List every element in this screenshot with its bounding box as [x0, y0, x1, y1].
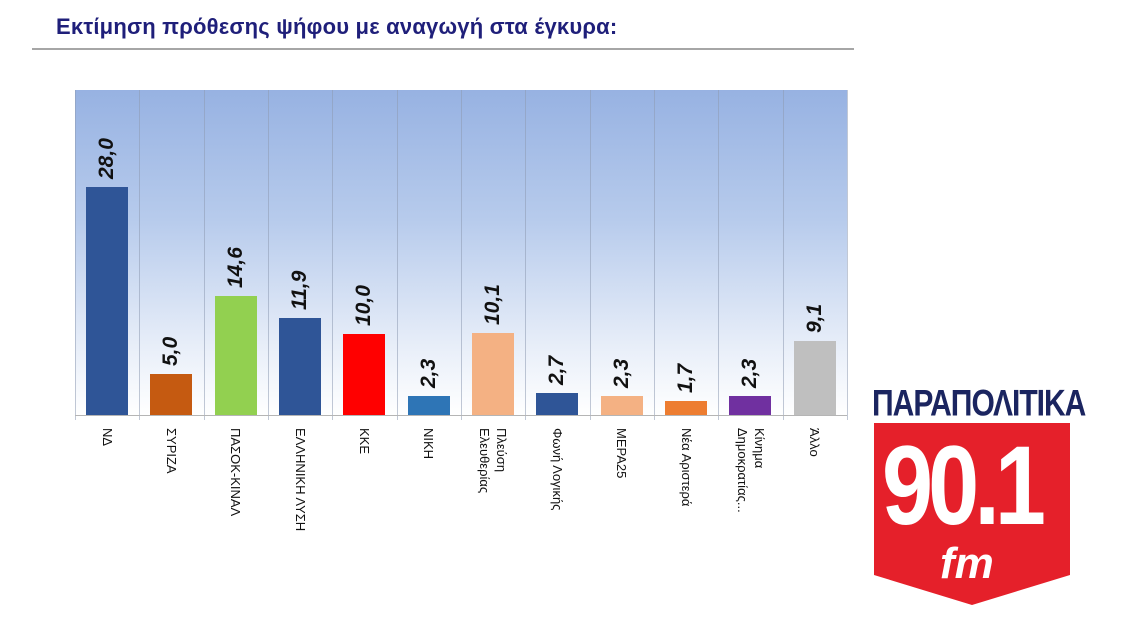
- bar-column: 10,0: [332, 90, 396, 415]
- grid-separator: [268, 90, 269, 420]
- bar: [729, 396, 772, 415]
- category-label: ΝΔ: [99, 428, 115, 447]
- bar: [665, 401, 707, 415]
- value-label: 28,0: [95, 138, 119, 180]
- bar-column: 2,3: [590, 90, 654, 415]
- bar-column: 1,7: [654, 90, 718, 415]
- bar: [343, 333, 386, 415]
- parapolitika-logo: ΠΑΡΑΠΟΛΙΤΙΚΑ 90.1 fm: [868, 383, 1086, 609]
- grid-separator: [782, 90, 784, 420]
- category-label: ΜΕΡΑ25: [614, 428, 630, 479]
- grid-separator: [75, 90, 76, 420]
- bar: [150, 374, 193, 415]
- category-label: Άλλο: [807, 428, 823, 457]
- category-label: ΝΙΚΗ: [421, 428, 437, 460]
- category-label: ΕΛΛΗΝΙΚΗ ΛΥΣΗ: [292, 428, 308, 532]
- value-label: 5,0: [159, 337, 183, 367]
- bar: [793, 340, 836, 415]
- grid-separator: [461, 90, 462, 420]
- category-label: ΣΥΡΙΖΑ: [164, 428, 179, 474]
- bar-column: 10,1: [461, 90, 525, 415]
- value-label: 10,1: [481, 283, 505, 325]
- category-label: Φωνή Λογικής: [550, 428, 565, 511]
- logo-frequency: 90.1: [882, 423, 1046, 548]
- chart-title: Εκτίμηση πρόθεσης ψήφου με αναγωγή στα έ…: [56, 14, 618, 39]
- bar-column: 28,0: [75, 90, 139, 415]
- logo-band: fm: [940, 539, 994, 588]
- bar: [214, 296, 257, 415]
- value-label: 9,1: [802, 303, 826, 333]
- title-divider: [32, 48, 854, 50]
- bar: [600, 396, 643, 415]
- bar: [279, 318, 321, 415]
- category-label: Κίνημα Δημοκρατίας...: [734, 428, 767, 513]
- bar: [86, 187, 128, 415]
- value-label: 1,7: [674, 363, 698, 394]
- logo-badge-shape: [874, 423, 1070, 605]
- value-label: 2,7: [545, 355, 569, 386]
- logo-wordmark: ΠΑΡΑΠΟΛΙΤΙΚΑ: [872, 383, 1086, 425]
- grid-separator: [525, 90, 527, 420]
- bar: [536, 393, 579, 415]
- x-axis-line: [75, 415, 847, 416]
- grid-separator: [654, 90, 655, 420]
- bar-column: 5,0: [139, 90, 203, 415]
- grid-separator: [203, 90, 205, 420]
- grid-separator: [847, 90, 848, 420]
- category-label: ΚΚΕ: [357, 428, 372, 455]
- grid-separator: [718, 90, 720, 420]
- grid-separator: [332, 90, 334, 420]
- value-label: 2,3: [416, 359, 440, 389]
- category-label: Πλεύση Ελευθερίας: [477, 428, 510, 494]
- value-label: 10,0: [352, 284, 376, 326]
- bar-column: 14,6: [204, 90, 268, 415]
- grid-separator: [139, 90, 141, 420]
- bar-column: 11,9: [268, 90, 332, 415]
- grid-separator: [396, 90, 398, 420]
- value-label: 2,3: [738, 359, 762, 389]
- value-label: 2,3: [609, 359, 633, 389]
- bar-column: 9,1: [783, 90, 847, 415]
- bar-column: 2,7: [525, 90, 589, 415]
- bar-column: 2,3: [397, 90, 461, 415]
- value-label: 14,6: [223, 247, 247, 289]
- bar: [472, 332, 514, 415]
- bar-column: 2,3: [718, 90, 782, 415]
- category-label: ΠΑΣΟΚ-ΚΙΝΑΛ: [228, 428, 244, 517]
- bar: [407, 396, 450, 415]
- value-label: 11,9: [288, 270, 312, 311]
- grid-separator: [589, 90, 591, 420]
- category-label: Νέα Αριστερά: [678, 428, 694, 507]
